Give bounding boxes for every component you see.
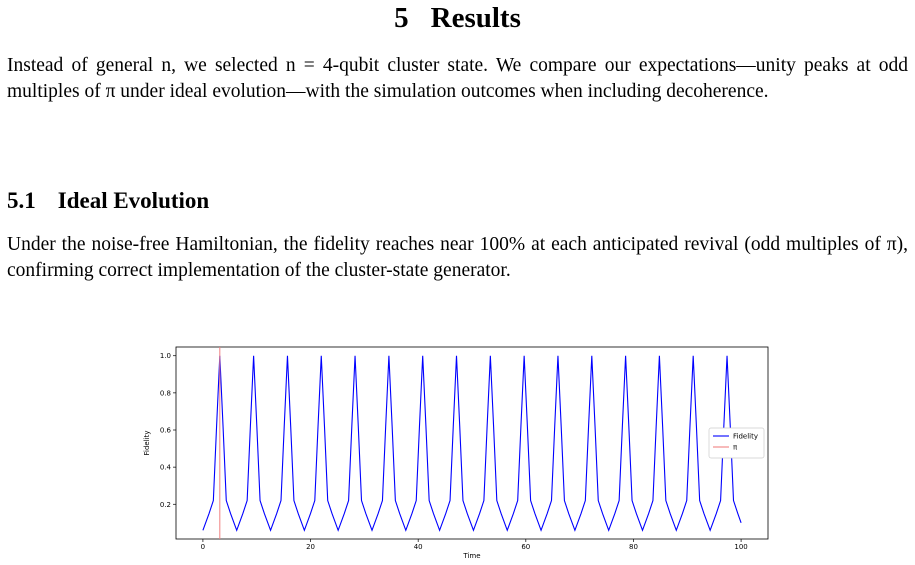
subsection-title: Ideal Evolution [57, 188, 210, 213]
paragraph: Instead of general n, we selected n = 4-… [7, 55, 908, 102]
legend-label: Fidelity [733, 433, 758, 441]
chart: 0 20 40 60 80 100 0.2 0.4 0.6 0.8 1.0 Time Fidelity F… [143, 346, 769, 560]
y-tick-label: 0.4 [160, 464, 172, 472]
subsection-heading: 5.1 Ideal Evolution [7, 188, 209, 214]
y-tick-label: 0.8 [160, 389, 171, 397]
section-title: Results [430, 2, 521, 34]
x-tick-label: 100 [734, 543, 747, 551]
x-tick-label: 20 [306, 543, 315, 551]
y-tick-label: 0.6 [160, 427, 172, 435]
y-axis-label: Fidelity [143, 431, 151, 456]
x-tick-label: 0 [201, 543, 205, 551]
subsection-number: 5.1 [7, 188, 36, 213]
x-axis-label: Time [462, 552, 480, 560]
x-tick-label: 60 [521, 543, 530, 551]
x-tick-label: 40 [414, 543, 423, 551]
section-number: 5 [394, 2, 409, 34]
paragraph: Under the noise-free Hamiltonian, the fi… [7, 234, 908, 281]
plot-frame [175, 346, 769, 540]
y-tick-label: 1.0 [160, 352, 171, 360]
y-tick-label: 0.2 [160, 501, 171, 509]
data-line [202, 355, 742, 532]
x-tick-label: 80 [629, 543, 638, 551]
legend-label: π [733, 444, 738, 452]
section-heading: 5 Results [0, 2, 915, 35]
